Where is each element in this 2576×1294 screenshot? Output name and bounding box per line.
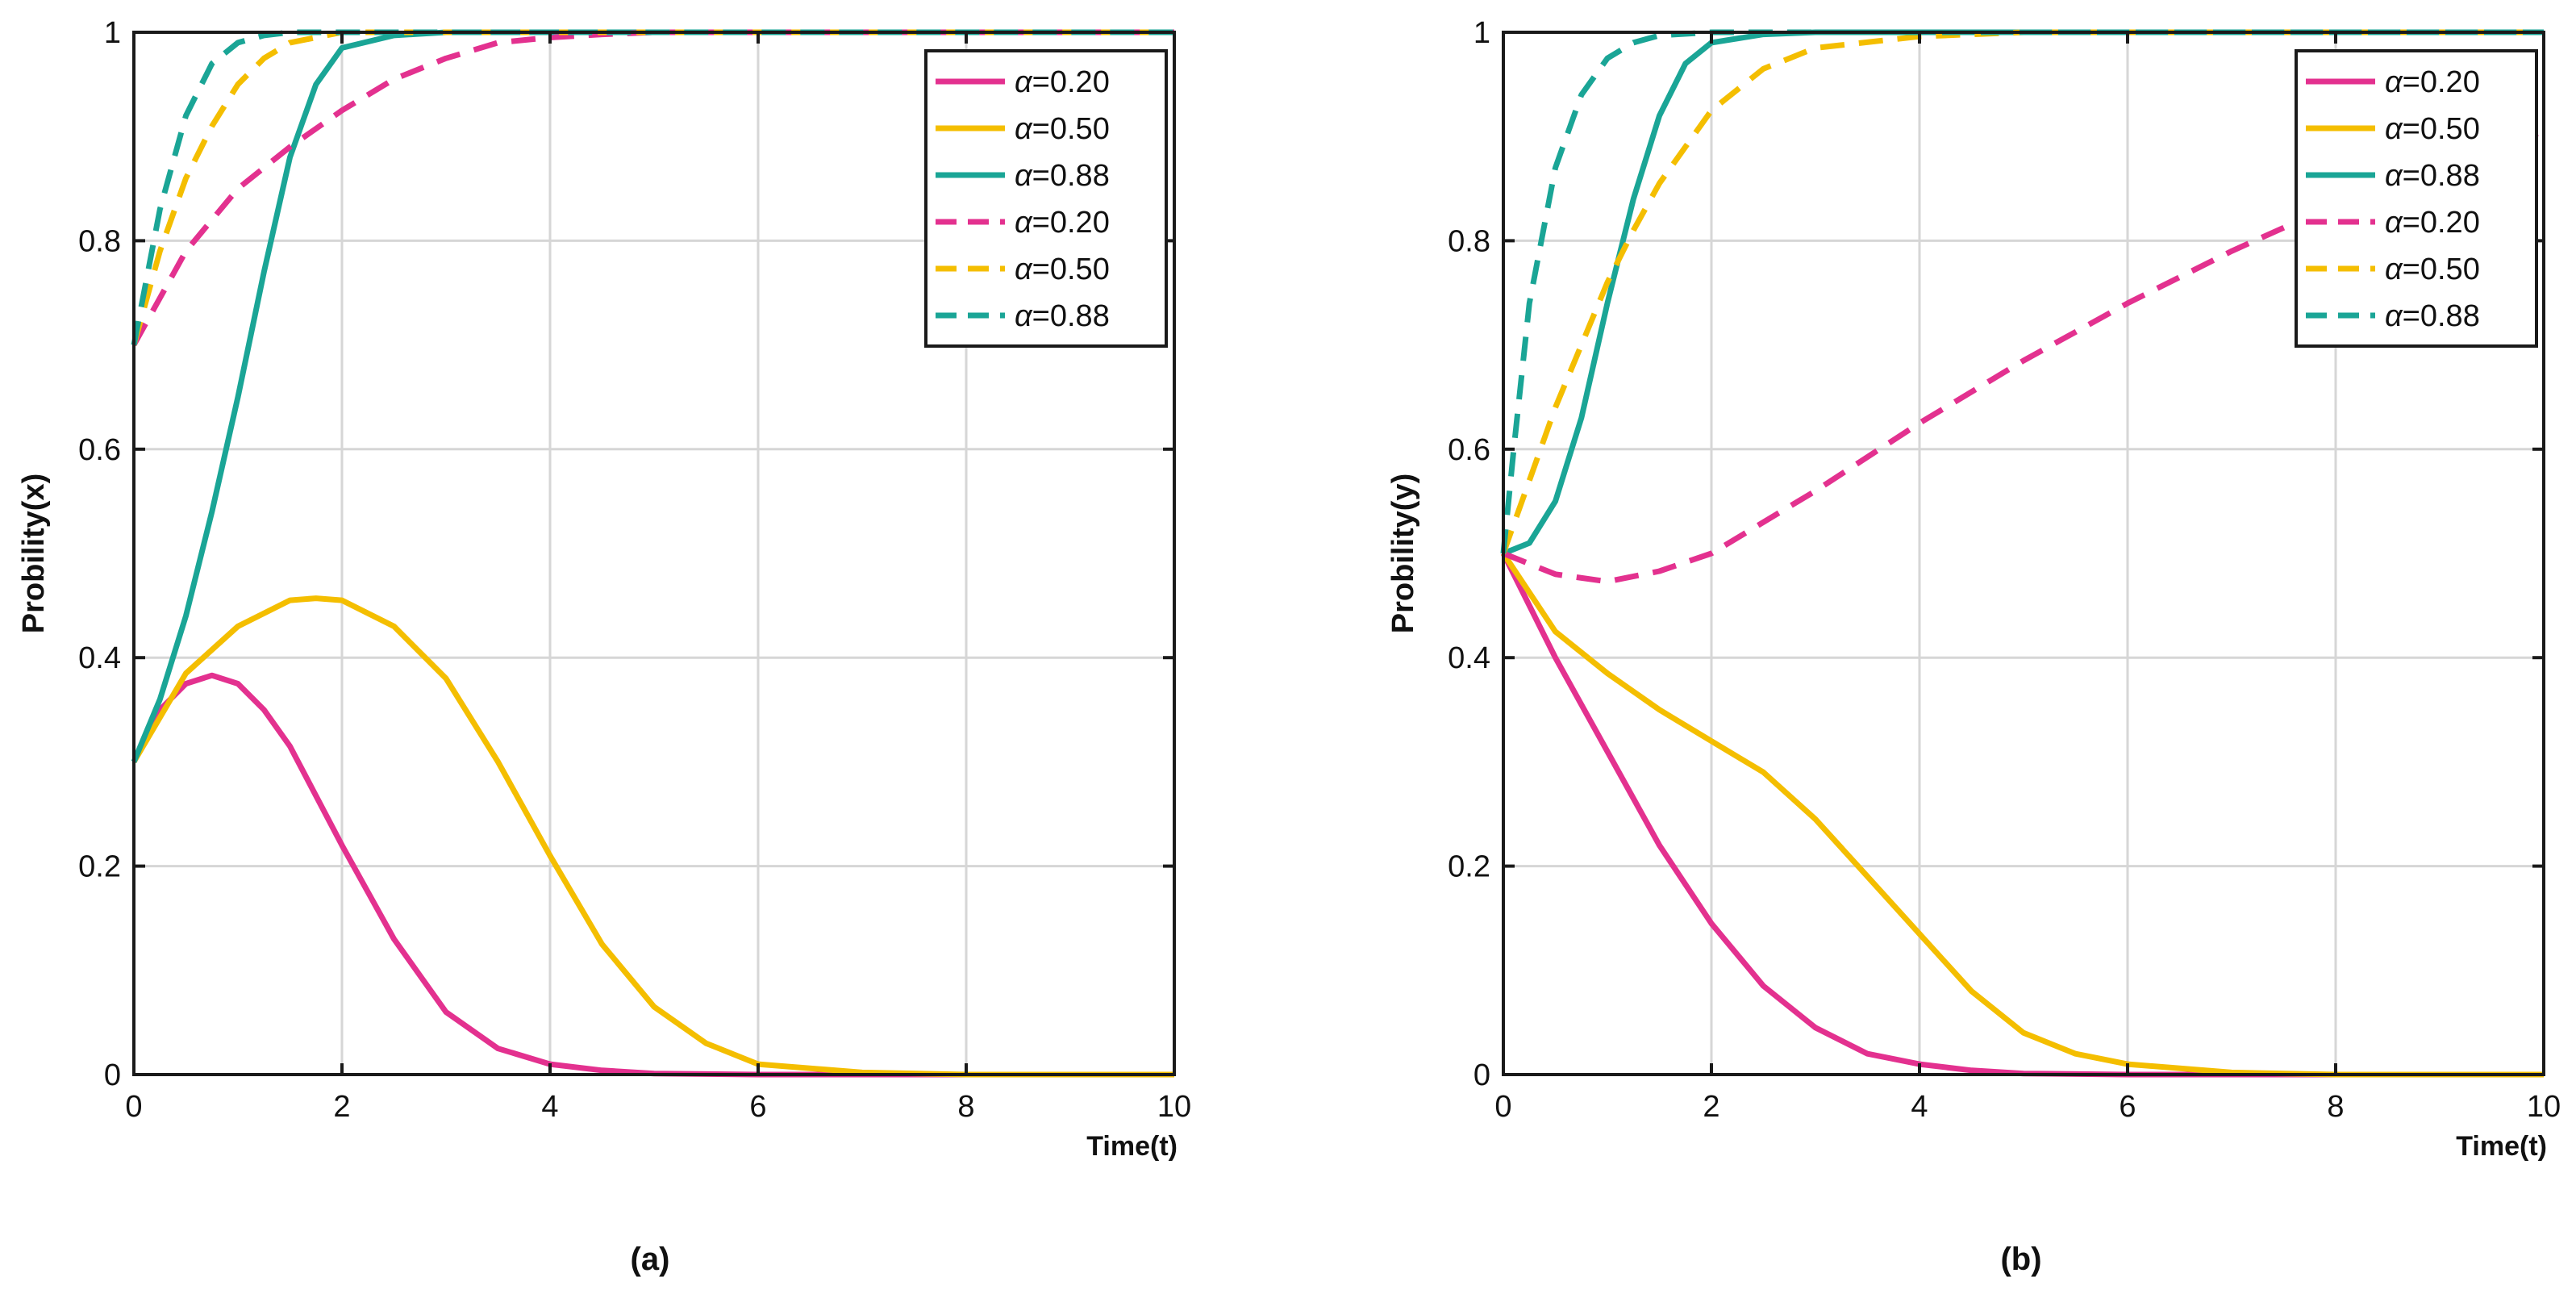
legend-label: α=0.20 [1015,65,1110,99]
legend: α=0.20 α=0.50 α=0.88 α=0.20 α=0.50 α=0.88 [924,49,1168,348]
panel-label: (a) [631,1242,670,1277]
series-line-solid-1 [131,595,1174,1078]
y-tick-label: 1 [104,16,121,50]
legend-label: α=0.20 [2385,65,2480,99]
legend-label: α=0.88 [1015,299,1110,333]
x-axis-label: Time(t) [2456,1131,2547,1162]
y-tick-label: 0.8 [78,224,121,258]
legend-label: α=0.20 [2385,206,2480,240]
x-tick-label: 6 [2119,1090,2136,1124]
x-tick-label: 10 [1157,1090,1191,1124]
y-tick-label: 0.4 [78,641,121,675]
x-tick-label: 8 [2327,1090,2344,1124]
x-tick-label: 6 [749,1090,766,1124]
axes-frame [132,31,1176,1076]
y-tick-label: 0.6 [78,433,121,467]
x-tick-label: 4 [541,1090,558,1124]
x-tick-label: 10 [2527,1090,2561,1124]
y-tick-label: 0.4 [1448,641,1490,675]
legend-box [2295,49,2538,348]
x-tick-label: 0 [125,1090,142,1124]
y-tick-label: 0 [1473,1058,1490,1092]
y-axis-label: Probility(y) [1386,474,1420,633]
x-tick-label: 4 [1911,1090,1928,1124]
x-tick-label: 2 [333,1090,350,1124]
legend-label: α=0.50 [2385,112,2480,146]
legend-label: α=0.50 [1015,112,1110,146]
y-tick-label: 0 [104,1058,121,1092]
x-tick-label: 0 [1494,1090,1511,1124]
panel-label: (b) [2000,1242,2041,1277]
y-tick-label: 0.2 [1448,850,1490,884]
legend-label: α=0.50 [1015,253,1110,286]
y-tick-label: 0.2 [78,850,121,884]
legend: α=0.20 α=0.50 α=0.88 α=0.20 α=0.50 α=0.88 [2295,49,2538,348]
x-axis-label: Time(t) [1086,1131,1178,1162]
y-tick-label: 1 [1473,16,1490,50]
x-tick-label: 2 [1703,1090,1719,1124]
chart-panel-a: 0 2 4 6 8 10 0 0.2 0.4 0.6 0.8 1 Time(t) Probility(x)… [17,16,1191,1277]
legend-label: α=0.20 [1015,206,1110,240]
y-axis-label: Probility(x) [17,474,51,633]
x-tick-label: 8 [957,1090,974,1124]
y-tick-label: 0.8 [1448,224,1490,258]
legend-label: α=0.88 [2385,159,2480,193]
legend-box [924,49,1168,348]
chart-panel-b: 0 2 4 6 8 10 0 0.2 0.4 0.6 0.8 1 Time(t) Probility(y)… [1386,16,2561,1277]
legend-label: α=0.50 [2385,253,2480,286]
legend-label: α=0.88 [1015,159,1110,193]
legend-label: α=0.88 [2385,299,2480,333]
y-tick-label: 0.6 [1448,433,1490,467]
axes-frame [1502,31,2545,1076]
